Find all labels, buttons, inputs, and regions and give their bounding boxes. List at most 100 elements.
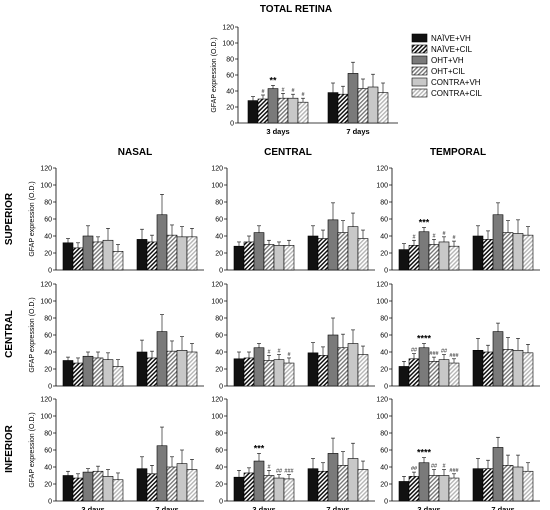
y-tick-label: 60 (380, 333, 388, 340)
bar-naive-vh (136, 351, 148, 387)
y-tick-label: 80 (44, 431, 52, 438)
bar-naive-vh (472, 468, 484, 502)
bar-contra-vh (273, 245, 285, 271)
x-tick-label: 3 days (252, 505, 275, 510)
y-tick-label: 20 (44, 251, 52, 258)
y-tick-label: 0 (219, 268, 223, 275)
bar-contra-vh (512, 466, 524, 502)
bar-contra-vh (176, 349, 188, 387)
bar-oht-cil (337, 232, 349, 271)
bar-naive-vh (472, 349, 484, 387)
y-tick-label: 100 (376, 299, 388, 306)
significance-hash: ## (411, 466, 418, 472)
y-tick-label: 20 (215, 367, 223, 374)
row-title-inferior: INFERIOR (4, 424, 15, 473)
legend: NAÏVE+VH NAÏVE+CIL OHT+VH OHT+CIL CONTRA+VH C… (411, 33, 482, 98)
y-tick-label: 40 (380, 350, 388, 357)
y-tick-label: 120 (211, 282, 223, 289)
bar-oht-vh (82, 355, 94, 387)
significance-stars: *** (254, 443, 265, 453)
bar-naive-cil (257, 98, 269, 124)
bar-oht-cil (502, 232, 514, 271)
y-tick-label: 120 (40, 166, 52, 173)
bar-contra-cil (186, 351, 198, 387)
bar-contra-cil (377, 92, 389, 124)
bar-naive-vh (233, 358, 245, 387)
row-title-central: CENTRAL (4, 310, 15, 358)
bar-oht-vh (492, 331, 504, 387)
chart-total: 0 20 40 60 80 100 120 GFAP expression (O.D.) 3 d… (211, 25, 398, 136)
y-tick-label: 40 (380, 465, 388, 472)
bar-oht-vh (82, 235, 94, 271)
significance-hash: # (281, 87, 285, 93)
bar-oht-cil (502, 464, 514, 502)
y-axis-label: GFAP expression (O.D.) (211, 37, 218, 112)
y-tick-label: 80 (380, 200, 388, 207)
legend-label-oht-vh: OHT+VH (431, 56, 464, 65)
bar-oht-vh (327, 219, 339, 271)
y-tick-label: 60 (215, 333, 223, 340)
bar-naive-cil (146, 241, 158, 271)
y-tick-label: 60 (44, 217, 52, 224)
significance-stars: ** (269, 75, 277, 85)
bar-contra-vh (102, 239, 114, 271)
significance-hash: # (442, 231, 446, 237)
y-tick-label: 120 (40, 282, 52, 289)
x-tick-label: 7 days (346, 127, 369, 136)
y-tick-label: 20 (226, 105, 234, 112)
bar-contra-vh (438, 241, 450, 271)
bar-contra-cil (357, 238, 369, 271)
bar-naive-vh (398, 481, 410, 502)
bar-contra-cil (448, 477, 460, 502)
bar-naive-vh (307, 352, 319, 387)
bar-naive-cil (243, 357, 255, 387)
y-tick-label: 0 (219, 499, 223, 506)
y-tick-label: 80 (215, 316, 223, 323)
bar-oht-vh (418, 347, 430, 387)
legend-label-contra-vh: CONTRA+VH (431, 78, 481, 87)
bar-naive-cil (243, 241, 255, 271)
bar-contra-vh (287, 97, 299, 124)
legend-swatch-naive-cil (411, 44, 428, 54)
bar-naive-cil (72, 362, 84, 387)
bar-contra-cil (283, 245, 295, 271)
legend-swatch-oht-cil (411, 66, 428, 76)
y-tick-label: 80 (44, 316, 52, 323)
bar-contra-cil (448, 362, 460, 387)
significance-hash: ### (449, 353, 459, 359)
column-title-nasal: NASAL (118, 147, 152, 158)
y-tick-label: 120 (376, 282, 388, 289)
bar-naive-cil (482, 468, 494, 502)
bar-naive-cil (408, 476, 420, 502)
y-tick-label: 40 (44, 350, 52, 357)
bar-naive-vh (136, 468, 148, 502)
bar-naive-cil (337, 93, 349, 124)
bar-naive-cil (72, 477, 84, 502)
y-tick-label: 40 (380, 234, 388, 241)
bar-oht-vh (492, 214, 504, 271)
y-tick-label: 40 (44, 465, 52, 472)
x-tick-label: 3 days (81, 505, 104, 510)
bar-contra-cil (186, 236, 198, 271)
y-tick-label: 40 (226, 89, 234, 96)
bar-contra-cil (357, 354, 369, 387)
bar-naive-cil (317, 470, 329, 502)
bar-oht-cil (277, 97, 289, 124)
bar-oht-cil (502, 349, 514, 387)
y-tick-label: 40 (215, 350, 223, 357)
legend-label-contra-cil: CONTRA+CIL (431, 89, 482, 98)
bar-naive-cil (408, 245, 420, 271)
y-tick-label: 120 (376, 166, 388, 173)
column-title-central: CENTRAL (264, 147, 312, 158)
main-title: TOTAL RETINA (260, 4, 332, 15)
column-title-temporal: TEMPORAL (430, 147, 486, 158)
significance-stars: **** (417, 334, 432, 344)
bar-oht-cil (337, 347, 349, 387)
significance-hash: # (412, 234, 416, 240)
significance-hash: # (442, 464, 446, 470)
bar-oht-vh (253, 232, 265, 271)
bar-naive-cil (482, 239, 494, 271)
